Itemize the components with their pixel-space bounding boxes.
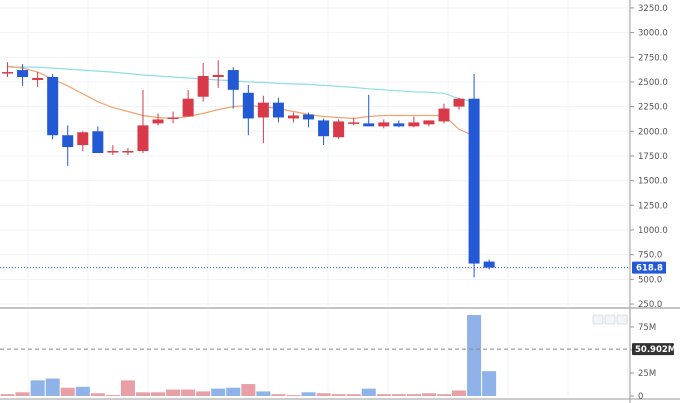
volume-bar — [391, 394, 406, 396]
moving-average-long-line — [7, 66, 475, 103]
candle-body — [47, 76, 59, 136]
volume-bar — [30, 380, 45, 396]
volume-bar — [286, 395, 301, 397]
volume-bar — [421, 393, 436, 396]
candle-body — [137, 125, 149, 152]
volume-bar — [361, 388, 376, 396]
volume-bar — [346, 394, 361, 396]
y-axis-tick-label: 3250.0 — [638, 4, 668, 14]
candle-body — [242, 92, 254, 119]
volume-bar — [45, 378, 60, 396]
y-axis-tick-label: 2500.0 — [638, 78, 668, 88]
volume-bar — [331, 394, 346, 396]
volume-bar — [166, 389, 181, 396]
candle-body — [393, 123, 405, 127]
candle-body — [152, 119, 164, 124]
y-axis-tick-label: 1250.0 — [638, 201, 668, 211]
volume-bar — [467, 315, 482, 396]
moving-average-short-line — [7, 65, 475, 137]
y-axis-tick-label: 1000.0 — [638, 226, 668, 236]
y-axis-tick-label: 500.0 — [638, 275, 662, 285]
y-axis-tick-label: 250.0 — [638, 300, 662, 310]
candle-body — [167, 117, 179, 119]
volume-reference-tag — [632, 343, 674, 356]
last-price-label: 618.8 — [636, 264, 663, 274]
candle-body — [62, 135, 74, 148]
candle-body — [287, 115, 299, 119]
candle-body — [2, 72, 14, 74]
pane-close-button[interactable] — [616, 314, 628, 325]
volume-bar — [151, 392, 166, 396]
volume-bar — [226, 387, 241, 396]
y-axis-tick-label: 2250.0 — [638, 103, 668, 113]
last-price-tag — [632, 261, 666, 274]
volume-axis-tick-label: 25M — [638, 369, 656, 379]
volume-bar — [436, 394, 451, 396]
volume-axis-tick-label: 75M — [638, 323, 656, 333]
volume-bar — [241, 384, 256, 396]
volume-axis-tick-label: 0 — [638, 392, 643, 402]
candle-body — [408, 122, 420, 127]
candle-body — [438, 108, 450, 122]
candle-body — [483, 261, 495, 268]
volume-bar — [0, 394, 15, 396]
y-axis-tick-label: 2750.0 — [638, 53, 668, 63]
volume-reference-label: 50.902M — [635, 345, 676, 355]
candle-body — [17, 70, 29, 77]
candle-body — [197, 76, 209, 97]
volume-bar — [316, 393, 331, 396]
y-axis-tick-label: 1750.0 — [638, 152, 668, 162]
volume-bar — [482, 371, 497, 396]
candle-body — [32, 77, 44, 80]
volume-bar — [452, 390, 467, 396]
volume-bar — [120, 380, 135, 396]
y-axis-tick-label: 2000.0 — [638, 127, 668, 137]
volume-bar — [135, 392, 150, 396]
candle-body — [212, 75, 224, 77]
volume-bar — [211, 388, 226, 396]
candle-body — [453, 98, 465, 107]
candle-body — [318, 120, 330, 137]
candle-body — [363, 123, 375, 127]
y-axis-tick-label: 750.0 — [638, 251, 662, 261]
volume-bar — [271, 394, 286, 396]
volume-bar — [181, 389, 196, 396]
candle-body — [468, 98, 480, 264]
candle-body — [272, 102, 284, 118]
volume-bar — [196, 391, 211, 396]
candle-body — [333, 121, 345, 138]
candle-body — [227, 70, 239, 90]
candle-body — [77, 132, 89, 146]
y-axis-tick-label: 3000.0 — [638, 29, 668, 39]
pane-move-up-button[interactable] — [592, 314, 604, 325]
volume-bar — [60, 387, 75, 396]
candle-body — [303, 114, 315, 120]
volume-bar — [301, 392, 316, 396]
candle-body — [92, 131, 104, 153]
volume-bar — [105, 395, 120, 397]
volume-bar — [15, 392, 30, 396]
candle-body — [348, 122, 360, 124]
volume-bar — [90, 393, 105, 396]
candle-body — [378, 122, 390, 127]
pane-move-down-button[interactable] — [604, 314, 616, 325]
candle-body — [122, 151, 134, 153]
candle-body — [182, 98, 194, 117]
volume-bar — [406, 394, 421, 396]
candle-body — [107, 151, 119, 153]
candle-body — [257, 102, 269, 118]
y-axis-tick-label: 1500.0 — [638, 177, 668, 187]
volume-bar — [376, 394, 391, 396]
candle-body — [423, 120, 435, 125]
volume-bar — [256, 391, 271, 396]
volume-bar — [75, 386, 90, 396]
